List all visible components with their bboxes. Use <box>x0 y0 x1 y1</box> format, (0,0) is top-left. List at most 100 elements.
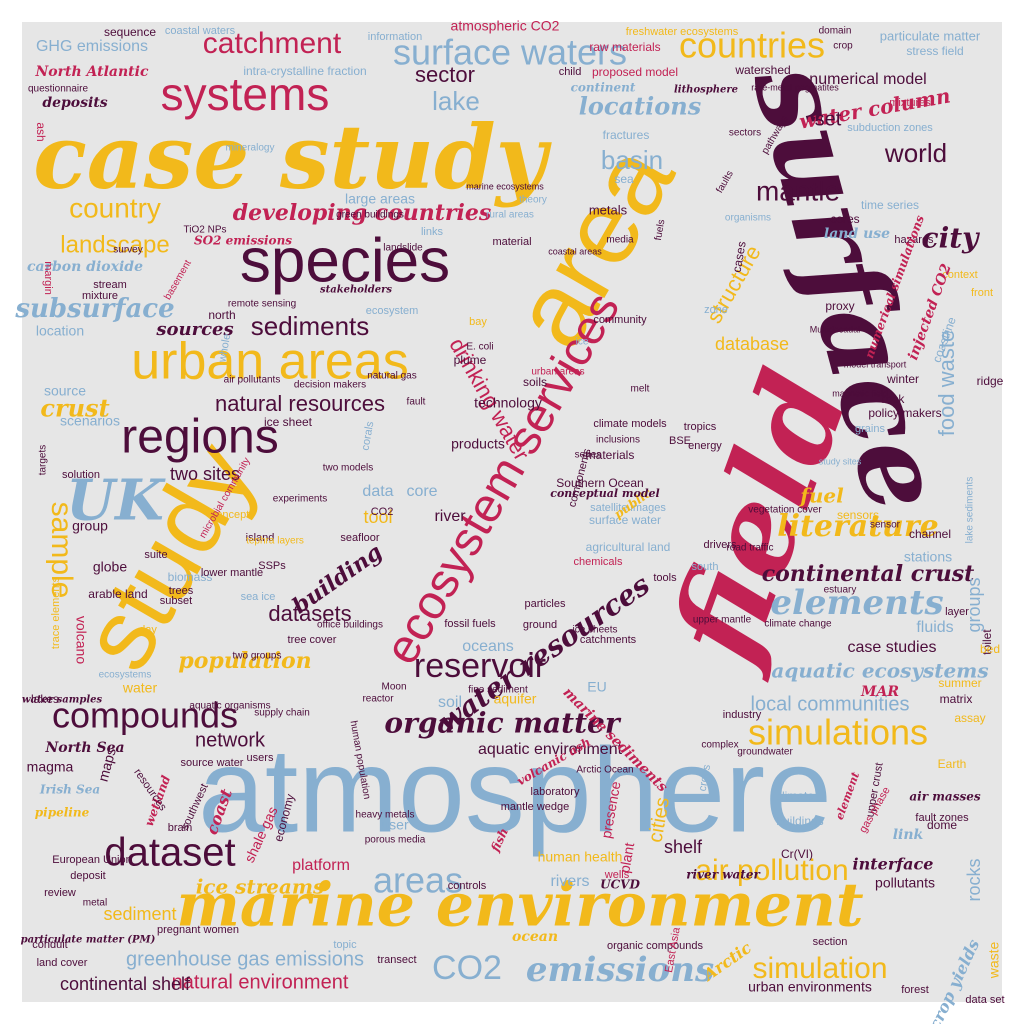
word-19: countries <box>679 25 825 66</box>
word-219: water samples <box>22 695 103 706</box>
word-310: TiO2 NPs <box>184 225 227 236</box>
word-271: lower mantle <box>201 567 263 579</box>
word-95: carbon dioxide <box>27 259 143 275</box>
word-176: continent <box>571 81 636 95</box>
word-256: E. coli <box>466 342 493 353</box>
word-293: UCVD <box>600 878 640 892</box>
word-302: remote sensing <box>228 299 296 310</box>
word-313: Multidecadal <box>810 324 861 334</box>
word-240: material <box>492 236 531 248</box>
word-104: volcano <box>73 616 89 664</box>
word-274: aquatic organisms <box>189 701 270 712</box>
word-204: plume <box>454 353 487 367</box>
word-213: day <box>139 624 157 636</box>
word-109: Irish Sea <box>39 783 100 797</box>
word-151: agricultural land <box>586 540 671 554</box>
word-116: European Union <box>52 854 132 866</box>
word-141: matrix <box>940 692 973 706</box>
word-108: North Sea <box>44 740 124 756</box>
word-296: estuary <box>824 585 857 596</box>
word-7: species <box>240 226 450 295</box>
word-45: food waste <box>934 330 959 436</box>
word-243: tools <box>653 572 677 584</box>
word-190: sea <box>614 172 634 186</box>
word-85: case studies <box>848 639 937 656</box>
word-244: catchments <box>580 634 637 646</box>
word-22: literature <box>777 509 939 544</box>
word-121: topic <box>333 939 357 951</box>
word-47: continental crust <box>762 561 975 587</box>
word-198: mixture <box>82 290 118 302</box>
word-238: organisms <box>725 213 771 224</box>
word-67: two sites <box>170 464 240 484</box>
word-275: supply chain <box>254 708 310 719</box>
word-199: margin <box>42 261 54 295</box>
word-263: CO2 <box>371 506 394 518</box>
word-307: corals <box>359 420 376 451</box>
word-64: numerical model <box>809 71 926 88</box>
word-312: rare-metal pegmatites <box>751 82 839 92</box>
word-314: coastal areas <box>548 246 602 256</box>
word-92: GHG emissions <box>36 38 148 55</box>
word-285: fine sediment <box>468 685 528 696</box>
word-319: magnetic field <box>832 388 888 398</box>
word-89: waste <box>986 942 1002 980</box>
word-51: aquatic ecosystems <box>771 659 988 683</box>
word-182: information <box>368 31 422 43</box>
word-203: community <box>593 314 647 326</box>
word-71: soil <box>438 694 462 711</box>
word-117: review <box>44 887 76 899</box>
word-267: SSPs <box>258 560 286 572</box>
word-17: reservoir <box>414 647 546 685</box>
word-177: particulate matter <box>880 28 981 43</box>
word-61: rocks <box>964 858 984 901</box>
word-206: fault <box>407 397 426 408</box>
word-35: mantle <box>756 175 840 206</box>
word-147: layer <box>945 606 969 618</box>
word-299: lake sediments <box>965 477 976 544</box>
word-137: laboratory <box>531 786 580 798</box>
word-36: city <box>922 222 981 255</box>
word-158: energy <box>688 440 722 452</box>
word-97: source <box>44 383 86 399</box>
word-18: organic matter <box>384 707 621 740</box>
word-145: toilet <box>980 629 994 655</box>
word-40: subsurface <box>14 294 174 324</box>
word-16: simulations <box>748 712 928 753</box>
word-23: areas <box>373 860 463 901</box>
word-316: theory <box>519 195 547 206</box>
word-258: melt <box>631 384 650 395</box>
word-149: stations <box>904 549 952 565</box>
word-32: locations <box>579 92 702 121</box>
word-295: sensor <box>870 520 901 531</box>
word-134: buildings <box>776 814 823 828</box>
word-208: solution <box>62 469 100 481</box>
word-251: fault zones <box>915 812 969 824</box>
word-193: links <box>421 226 444 238</box>
word-178: stress field <box>906 44 963 58</box>
word-100: technology <box>474 395 542 411</box>
word-228: wells <box>604 869 630 881</box>
word-200: north <box>208 308 235 322</box>
word-212: subset <box>160 595 192 607</box>
word-277: upper mantle <box>693 615 752 626</box>
word-14: compounds <box>52 695 238 736</box>
word-272: two groups <box>233 651 282 662</box>
word-321: model transport <box>844 359 907 369</box>
word-301: stakeholders <box>320 285 392 296</box>
word-197: stream <box>93 279 127 291</box>
word-220: source water <box>181 757 244 769</box>
word-148: channel <box>909 527 951 541</box>
word-207: climate models <box>593 418 667 430</box>
word-315: zone <box>704 304 728 316</box>
word-25: CO2 <box>432 949 502 987</box>
word-27: simulation <box>752 952 887 985</box>
word-24: sample <box>45 502 78 599</box>
word-82: urban environments <box>748 979 872 995</box>
word-226: deposit <box>70 870 105 882</box>
word-96: location <box>36 323 84 339</box>
word-37: country <box>69 192 161 223</box>
word-12: UK <box>66 468 166 534</box>
word-235: green buildings <box>336 210 404 221</box>
